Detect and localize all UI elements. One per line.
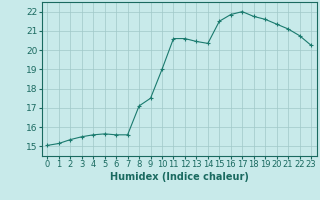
X-axis label: Humidex (Indice chaleur): Humidex (Indice chaleur)	[110, 172, 249, 182]
